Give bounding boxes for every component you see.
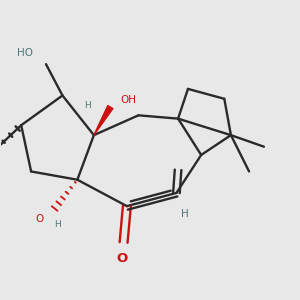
Text: H: H bbox=[54, 220, 61, 229]
Polygon shape bbox=[94, 106, 113, 135]
Text: H: H bbox=[181, 209, 189, 219]
Text: H: H bbox=[84, 101, 91, 110]
Text: O: O bbox=[116, 253, 128, 266]
Text: HO: HO bbox=[16, 48, 32, 58]
Text: O: O bbox=[35, 214, 44, 224]
Text: OH: OH bbox=[120, 95, 136, 106]
